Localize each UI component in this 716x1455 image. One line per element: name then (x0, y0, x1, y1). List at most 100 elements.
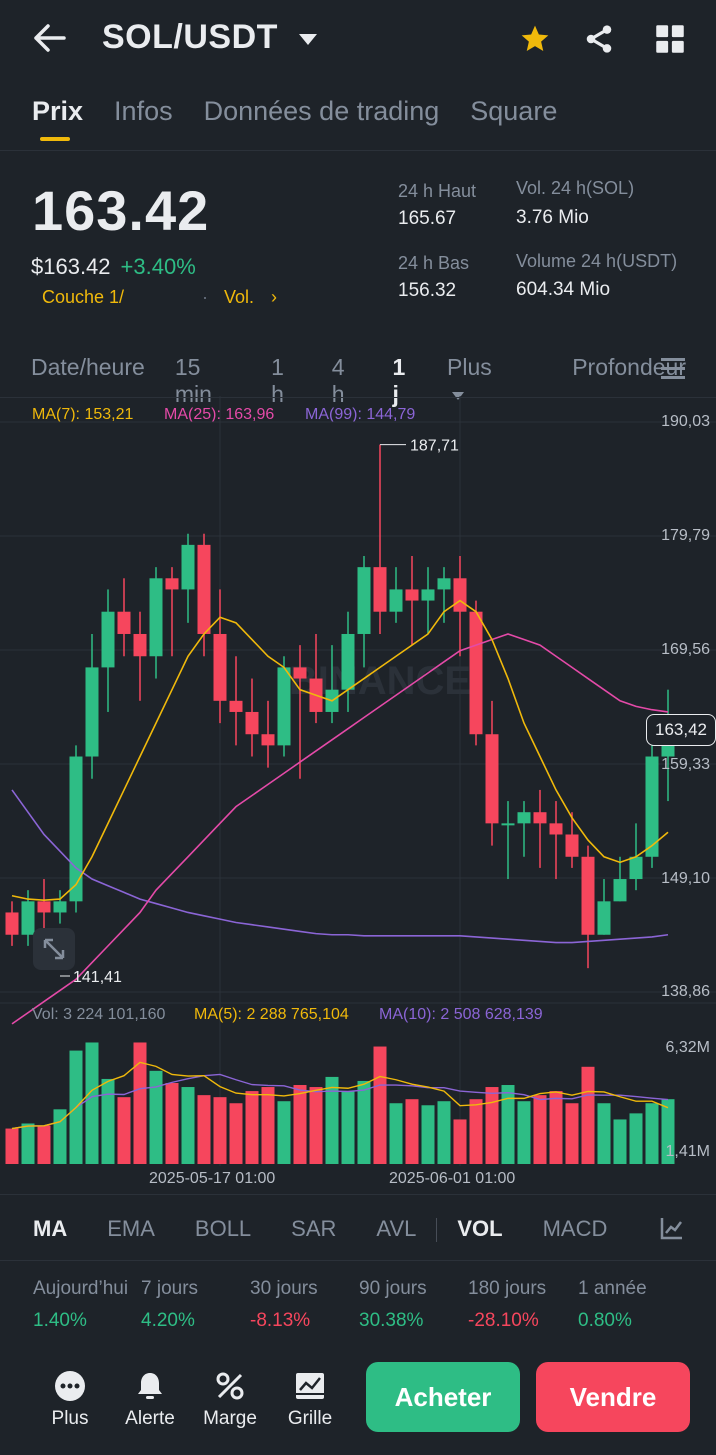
candle-down (165, 578, 179, 590)
volume-bar (357, 1080, 371, 1164)
y-tick-4: 149,10 (661, 870, 710, 887)
candle-up (629, 856, 643, 880)
candle-up (69, 756, 83, 902)
vol-link[interactable]: Vol. › (224, 287, 277, 308)
volume-bar (389, 1103, 403, 1164)
price-change: +3.40% (120, 254, 196, 279)
pair-title: SOL/USDT (102, 18, 278, 56)
volume-bar (549, 1091, 563, 1164)
perf-label-30d: 30 jours (250, 1278, 318, 1299)
category-tag[interactable]: Couche 1/ (42, 287, 125, 307)
volume-bar (533, 1095, 547, 1164)
indicator-sar[interactable]: SAR (291, 1216, 337, 1241)
candle-down (565, 834, 579, 857)
volume-bar (133, 1042, 147, 1164)
ma7-line (11, 599, 669, 902)
chart-settings-icon[interactable] (659, 356, 687, 382)
volume-bar (325, 1076, 339, 1164)
indicator-separator (436, 1218, 438, 1242)
candle-down (405, 589, 419, 601)
candle-up (597, 901, 611, 935)
candle-up (389, 589, 403, 612)
vol-usdt-value: 604.34 Mio (516, 279, 611, 300)
low-value: 156.32 (398, 280, 457, 301)
legend-vol-ma5: MA(5): 2 288 765,104 (194, 1006, 349, 1023)
back-arrow-icon[interactable] (32, 22, 68, 54)
interval-1d[interactable]: 1 j (392, 354, 406, 407)
percent-icon (216, 1372, 244, 1400)
volume-bar (517, 1101, 531, 1164)
grid-button[interactable]: Grille (270, 1370, 350, 1430)
more-label: Plus (51, 1408, 89, 1429)
volume-bar (485, 1087, 499, 1164)
current-price-value: 163,42 (655, 720, 707, 739)
perf-value-90d: 30.38% (359, 1310, 424, 1331)
grid-bot-icon (296, 1373, 324, 1399)
star-icon[interactable] (518, 23, 552, 55)
indicator-macd[interactable]: MACD (542, 1216, 608, 1241)
grid-menu-icon[interactable] (655, 24, 685, 54)
vol-ma10-line (11, 1073, 669, 1130)
fiat-price-row: $163.42 +3.40% (31, 254, 196, 280)
indicator-avl[interactable]: AVL (376, 1216, 417, 1241)
candle-down (533, 812, 547, 824)
more-button[interactable]: Plus (30, 1370, 110, 1430)
interval-more[interactable]: Plus (447, 354, 542, 408)
bottom-action-bar: Plus Alerte Marge Grille Acheter Vendre (0, 1340, 716, 1455)
vol-sol-label: Vol. 24 h(SOL) (516, 178, 635, 198)
candle-down (229, 700, 243, 712)
pair-selector[interactable]: SOL/USDT (102, 18, 318, 57)
perf-value-180d: -28.10% (468, 1310, 539, 1331)
volume-bar (5, 1128, 19, 1164)
volume-bar (421, 1105, 435, 1164)
tab-prix[interactable]: Prix (32, 96, 84, 141)
indicator-vol[interactable]: VOL (457, 1216, 503, 1241)
expand-chart-button[interactable] (33, 928, 75, 970)
candle-down (373, 567, 387, 612)
interval-datetime[interactable]: Date/heure (31, 354, 145, 380)
margin-button[interactable]: Marge (190, 1370, 270, 1430)
tab-square[interactable]: Square (470, 96, 558, 126)
vol-usdt-label: Volume 24 h(USDT) (516, 251, 678, 271)
perf-value-30d: -8.13% (250, 1310, 311, 1331)
interval-4h[interactable]: 4 h (331, 354, 345, 407)
sell-button[interactable]: Vendre (536, 1362, 690, 1432)
candle-down (117, 611, 131, 634)
interval-15min[interactable]: 15 min (174, 354, 212, 407)
caret-down-small-icon (452, 391, 465, 400)
current-price-tag: 163,42 (646, 714, 716, 746)
high-value: 165.67 (398, 208, 457, 229)
indicator-boll[interactable]: BOLL (194, 1216, 252, 1241)
volume-bar (661, 1099, 675, 1164)
caret-down-icon (298, 34, 317, 46)
alert-button[interactable]: Alerte (110, 1370, 190, 1430)
high-label: 24 h Haut (398, 181, 477, 201)
legend-vol-ma10: MA(10): 2 508 628,139 (379, 1006, 543, 1023)
volume-bar (213, 1097, 227, 1164)
candle-up (101, 611, 115, 668)
volume-bar (277, 1101, 291, 1164)
indicator-settings-icon[interactable] (660, 1216, 684, 1240)
candle-up (421, 589, 435, 601)
tab-infos[interactable]: Infos (114, 96, 173, 126)
share-icon[interactable] (583, 23, 615, 55)
perf-label-180d: 180 jours (468, 1278, 547, 1299)
perf-value-1y: 0.80% (578, 1310, 632, 1331)
buy-button[interactable]: Acheter (366, 1362, 520, 1432)
candle-down (213, 633, 227, 701)
margin-label: Marge (203, 1408, 257, 1429)
candle-down (245, 711, 259, 735)
interval-1h[interactable]: 1 h (271, 354, 284, 407)
low-marker-label: 141,41 (73, 969, 122, 986)
indicator-ma[interactable]: MA (33, 1216, 68, 1241)
moving-averages (11, 599, 669, 1025)
vol-tick-max: 6,32M (665, 1039, 710, 1056)
volume-bar (629, 1113, 643, 1164)
tab-donnees-trading[interactable]: Données de trading (203, 96, 440, 126)
volume-bar (149, 1070, 163, 1164)
indicator-ema[interactable]: EMA (107, 1216, 155, 1241)
volume-bar (437, 1101, 451, 1164)
volume-bar (101, 1078, 115, 1164)
volume-bar (613, 1119, 627, 1164)
